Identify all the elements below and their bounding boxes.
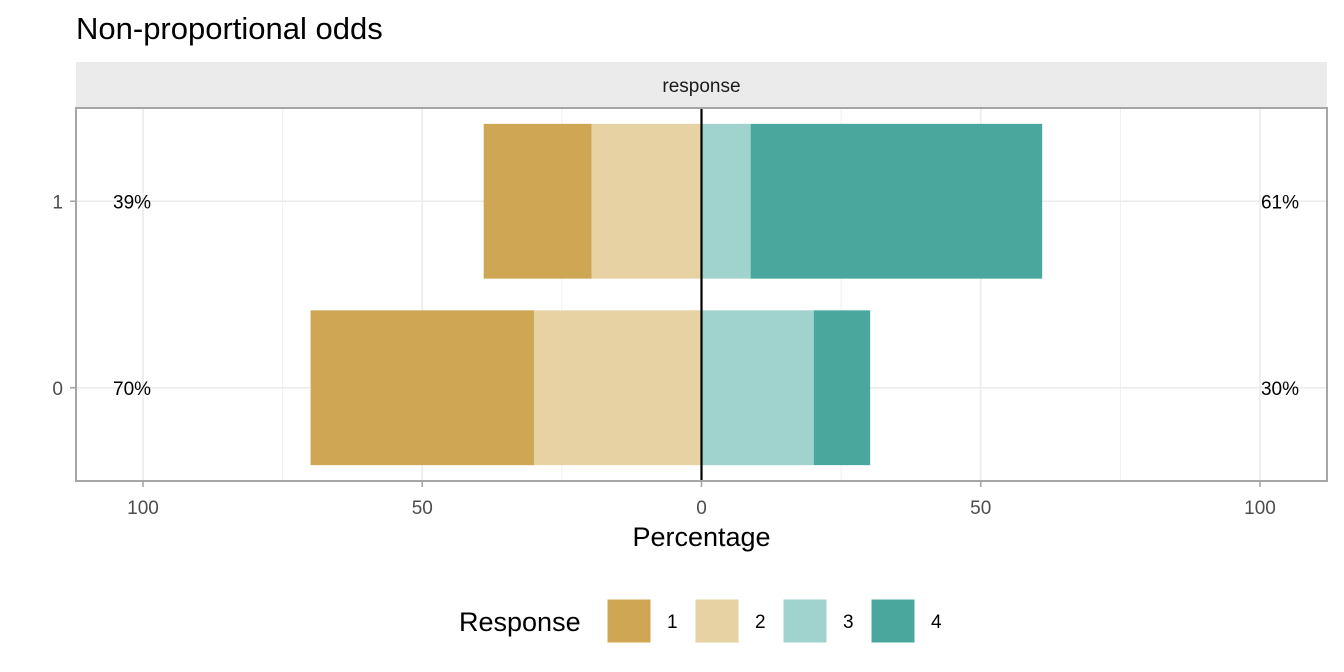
bar-row-1-response-1 (483, 123, 592, 279)
legend: Response 1 2 3 4 (459, 598, 942, 644)
y-tick-label: 0 (52, 379, 63, 400)
percent-labels: 39% 61% 70% 30% (113, 192, 1299, 400)
x-tick-label: 100 (1244, 498, 1276, 519)
x-tick-label: 50 (412, 498, 433, 519)
legend-title: Response (459, 607, 581, 637)
legend-key-1 (606, 598, 652, 644)
legend-label: 4 (931, 612, 942, 633)
facet-strip (76, 62, 1327, 108)
chart-title: Non-proportional odds (76, 11, 383, 46)
facet-strip-label: response (662, 76, 740, 97)
bars (310, 123, 1043, 466)
legend-key-3 (782, 598, 828, 644)
bar-row-1-response-3 (701, 123, 751, 279)
right-percent-label: 30% (1261, 379, 1299, 400)
legend-key-2 (694, 598, 740, 644)
bar-row-0-response-3 (701, 310, 814, 466)
y-axis-ticks: 10 (52, 192, 76, 400)
bar-row-1-response-4 (750, 123, 1043, 279)
bar-row-0-response-1 (310, 310, 534, 466)
bar-row-0-response-2 (533, 310, 702, 466)
panel-border (75, 107, 1328, 482)
x-axis-ticks: 100 50 0 50 100 (127, 481, 1276, 519)
y-tick-label: 1 (52, 192, 63, 213)
x-tick-label: 100 (127, 498, 159, 519)
x-tick-label: 50 (970, 498, 991, 519)
legend-label: 3 (843, 612, 854, 633)
right-percent-label: 61% (1261, 192, 1299, 213)
bar-row-1-response-2 (591, 123, 702, 279)
legend-key-4 (870, 598, 916, 644)
legend-label: 2 (755, 612, 766, 633)
bar-row-0-response-4 (813, 310, 871, 466)
x-axis-title: Percentage (632, 522, 770, 552)
legend-label: 1 (667, 612, 678, 633)
left-percent-label: 70% (113, 379, 151, 400)
left-percent-label: 39% (113, 192, 151, 213)
x-tick-label: 0 (696, 498, 707, 519)
